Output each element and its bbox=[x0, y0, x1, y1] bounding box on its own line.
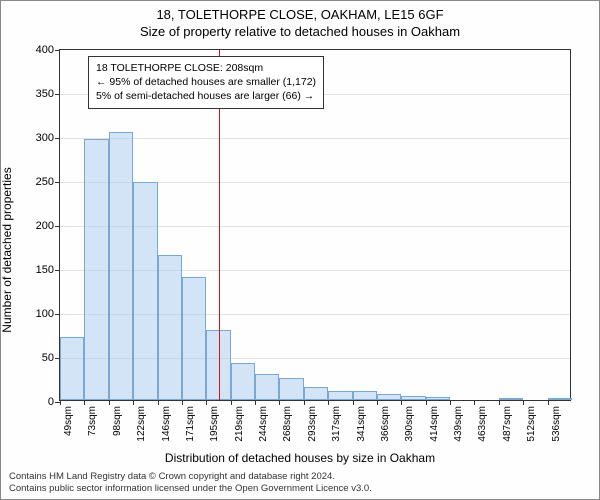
attribution-line1: Contains HM Land Registry data © Crown c… bbox=[9, 471, 372, 483]
histogram-bar bbox=[84, 139, 108, 400]
histogram-bar bbox=[304, 387, 328, 400]
ytick-label: 350 bbox=[36, 88, 60, 100]
xtick-mark bbox=[158, 400, 159, 405]
xtick-mark bbox=[328, 400, 329, 405]
histogram-bar bbox=[377, 394, 401, 400]
chart-title-line2: Size of property relative to detached ho… bbox=[1, 22, 599, 39]
xtick-mark bbox=[133, 400, 134, 405]
histogram-bar bbox=[279, 378, 303, 400]
xtick-mark bbox=[206, 400, 207, 405]
xtick-mark bbox=[548, 400, 549, 405]
xtick-mark bbox=[255, 400, 256, 405]
histogram-bar bbox=[158, 255, 182, 400]
histogram-bar bbox=[133, 182, 157, 400]
gridline bbox=[60, 138, 570, 139]
xtick-mark bbox=[84, 400, 85, 405]
xtick-mark bbox=[426, 400, 427, 405]
xtick-mark bbox=[377, 400, 378, 405]
xtick-mark bbox=[499, 400, 500, 405]
x-axis-label: Distribution of detached houses by size … bbox=[1, 451, 599, 465]
histogram-bar bbox=[499, 398, 523, 400]
histogram-bar bbox=[182, 277, 206, 400]
xtick-mark bbox=[474, 400, 475, 405]
histogram-bar bbox=[401, 396, 425, 400]
y-axis-label: Number of detached properties bbox=[0, 85, 14, 250]
attribution-text: Contains HM Land Registry data © Crown c… bbox=[9, 471, 372, 495]
chart-container: 18, TOLETHORPE CLOSE, OAKHAM, LE15 6GF S… bbox=[0, 0, 600, 500]
ytick-label: 400 bbox=[36, 44, 60, 56]
attribution-line2: Contains public sector information licen… bbox=[9, 483, 372, 495]
histogram-bar bbox=[231, 363, 255, 400]
histogram-bar bbox=[548, 398, 572, 400]
xtick-mark bbox=[401, 400, 402, 405]
xtick-mark bbox=[60, 400, 61, 405]
ytick-label: 50 bbox=[42, 352, 60, 364]
xtick-mark bbox=[109, 400, 110, 405]
xtick-mark bbox=[231, 400, 232, 405]
ytick-label: 150 bbox=[36, 264, 60, 276]
ytick-label: 200 bbox=[36, 220, 60, 232]
chart-title-line1: 18, TOLETHORPE CLOSE, OAKHAM, LE15 6GF bbox=[1, 1, 599, 22]
xtick-mark bbox=[279, 400, 280, 405]
annot-line: 18 TOLETHORPE CLOSE: 208sqm bbox=[96, 61, 316, 75]
xtick-mark bbox=[304, 400, 305, 405]
annot-line: 5% of semi-detached houses are larger (6… bbox=[96, 89, 316, 103]
xtick-mark bbox=[353, 400, 354, 405]
histogram-bar bbox=[109, 132, 133, 400]
histogram-bar bbox=[353, 391, 377, 400]
xtick-mark bbox=[450, 400, 451, 405]
histogram-bar bbox=[255, 374, 279, 400]
annot-line: ← 95% of detached houses are smaller (1,… bbox=[96, 75, 316, 89]
ytick-label: 0 bbox=[48, 396, 60, 408]
ytick-label: 300 bbox=[36, 132, 60, 144]
ytick-label: 250 bbox=[36, 176, 60, 188]
ytick-label: 100 bbox=[36, 308, 60, 320]
histogram-bar bbox=[426, 397, 450, 400]
xtick-mark bbox=[523, 400, 524, 405]
plot-area: 05010015020025030035040049sqm73sqm98sqm1… bbox=[59, 49, 571, 401]
histogram-bar bbox=[60, 337, 84, 400]
xtick-mark bbox=[182, 400, 183, 405]
annotation-box: 18 TOLETHORPE CLOSE: 208sqm← 95% of deta… bbox=[88, 56, 324, 109]
histogram-bar bbox=[328, 391, 352, 400]
